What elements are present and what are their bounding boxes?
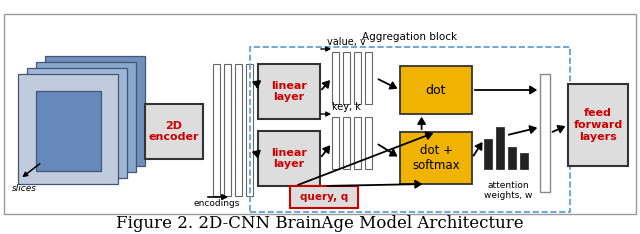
Bar	[343, 117, 350, 169]
Bar	[540, 74, 550, 192]
Bar	[145, 104, 203, 159]
Text: linear
layer: linear layer	[271, 81, 307, 102]
Text: query, q: query, q	[300, 192, 348, 202]
Bar	[568, 84, 628, 166]
Text: slices: slices	[12, 184, 37, 193]
Text: Aggregation block: Aggregation block	[362, 32, 458, 42]
Bar	[4, 14, 636, 214]
Text: linear
layer: linear layer	[271, 148, 307, 169]
Bar	[365, 117, 372, 169]
Bar	[246, 64, 253, 196]
Bar	[250, 47, 570, 212]
Text: Figure 2. 2D-CNN BrainAge Model Architecture: Figure 2. 2D-CNN BrainAge Model Architec…	[116, 216, 524, 233]
Bar	[400, 132, 472, 184]
Bar	[332, 117, 339, 169]
Bar	[235, 64, 242, 196]
Bar	[496, 127, 504, 169]
Bar	[332, 52, 339, 104]
Bar	[354, 52, 361, 104]
Bar	[508, 147, 516, 169]
Bar	[365, 52, 372, 104]
Bar	[484, 139, 492, 169]
Bar	[258, 131, 320, 186]
Bar	[27, 68, 127, 178]
Bar	[343, 52, 350, 104]
Bar	[36, 91, 101, 171]
Bar	[290, 186, 358, 208]
Text: key, k: key, k	[332, 102, 360, 112]
Bar	[354, 117, 361, 169]
Bar	[520, 153, 528, 169]
Bar	[36, 62, 136, 172]
Bar	[400, 66, 472, 114]
Bar	[224, 64, 231, 196]
Text: feed
forward
layers: feed forward layers	[573, 108, 623, 142]
Text: encodings: encodings	[194, 200, 240, 208]
Bar	[258, 64, 320, 119]
Bar	[213, 64, 220, 196]
Text: dot: dot	[426, 84, 446, 96]
Text: value, v: value, v	[326, 37, 365, 47]
Text: attention
weights, w: attention weights, w	[484, 181, 532, 200]
Text: dot +
softmax: dot + softmax	[412, 144, 460, 172]
Text: 2D
encoder: 2D encoder	[148, 121, 199, 142]
Bar	[45, 56, 145, 166]
Bar	[18, 74, 118, 184]
